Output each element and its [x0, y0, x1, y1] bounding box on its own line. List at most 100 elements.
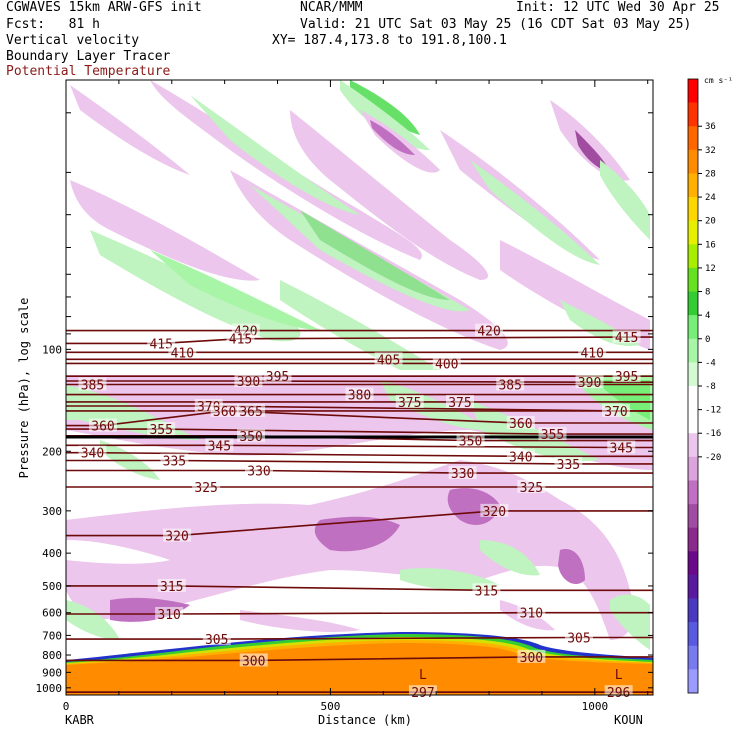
theta-label: 385: [81, 379, 104, 394]
theta-label: 325: [194, 481, 217, 496]
field-boundary-layer-tracer: Boundary Layer Tracer: [6, 49, 171, 64]
theta-label: 340: [81, 447, 104, 462]
y-tick-label: 200: [42, 445, 62, 458]
theta-label: 310: [520, 607, 543, 622]
theta-label-bg: [564, 630, 593, 644]
theta-label-bg: [538, 427, 567, 441]
colorbar-tick-label: -16: [705, 429, 721, 439]
theta-contour-315: [66, 585, 653, 592]
colorbar-swatch: [688, 362, 698, 387]
colorbar-swatch: [688, 79, 698, 103]
y-tick-label: 1000: [36, 682, 63, 695]
colorbar: 36 32 28 24 20 16 12 8 4 0 -4 -8 -12 -16 -20: [687, 78, 721, 694]
theta-label: 360: [213, 405, 236, 420]
theta-label-bg: [395, 394, 424, 408]
theta-label-bg: [245, 463, 274, 477]
colorbar-swatch: [688, 197, 698, 221]
theta-label: 410: [580, 346, 603, 361]
colorbar-swatch: [688, 267, 698, 292]
colorbar-swatch: [688, 409, 698, 434]
theta-label: 330: [247, 465, 270, 480]
colorbar-swatch: [688, 504, 698, 528]
theta-label-bg: [578, 345, 607, 359]
y-tick-label: 300: [42, 505, 62, 518]
low-marker: L: [419, 668, 427, 683]
theta-label: 300: [520, 651, 543, 666]
colorbar-swatch: [688, 551, 698, 576]
theta-contour-300: [66, 656, 653, 662]
theta-contour-320: [66, 510, 653, 537]
theta-label-bg: [226, 331, 255, 345]
theta-label: 405: [377, 353, 400, 368]
colorbar-swatch: [688, 527, 698, 552]
theta-label: 300: [242, 654, 265, 669]
theta-label: 395: [615, 370, 638, 385]
y-tick-label: 900: [42, 666, 62, 679]
theta-label-bg: [496, 377, 525, 391]
theta-label: 400: [435, 357, 458, 372]
theta-label: 370: [604, 405, 627, 420]
theta-label: 365: [239, 405, 262, 420]
theta-label-bg: [157, 578, 186, 592]
theta-label-bg: [517, 605, 546, 619]
theta-label: 335: [163, 455, 186, 470]
theta-label-bg: [237, 428, 266, 442]
theta-label-bg: [554, 456, 583, 470]
colorbar-swatch: [688, 173, 698, 198]
theta-label: 310: [157, 608, 180, 623]
theta-label-bg: [237, 403, 266, 417]
theta-label: 330: [451, 467, 474, 482]
colorbar-swatch: [688, 244, 698, 269]
colorbar-unit: cm s⁻¹: [704, 76, 733, 85]
colorbar-swatch: [688, 574, 698, 599]
theta-label: 345: [610, 442, 633, 457]
theta-label-bg: [448, 466, 477, 480]
colorbar-tick-label: 4: [705, 311, 710, 321]
theta-label: 360: [91, 420, 114, 435]
theta-label: 350: [239, 430, 262, 445]
theta-label: 415: [615, 331, 638, 346]
colorbar-swatch: [688, 598, 698, 623]
theta-label: 415: [149, 337, 172, 352]
colorbar-swatch: [688, 433, 698, 458]
xy-endpoints: XY= 187.4,173.8 to 191.8,100.1: [272, 33, 507, 48]
colorbar-tick-label: 0: [705, 335, 710, 345]
colorbar-tick-label: 24: [705, 193, 716, 203]
colorbar-tick-label: 12: [705, 264, 716, 274]
theta-label-bg: [147, 336, 176, 350]
theta-label-bg: [234, 373, 263, 387]
colorbar-swatch: [688, 220, 698, 245]
colorbar-tick-label: 28: [705, 169, 716, 179]
colorbar-swatch: [688, 645, 698, 670]
x-left-endpoint: KABR: [65, 713, 95, 727]
y-tick-label: 800: [42, 649, 62, 662]
colorbar-swatch: [688, 102, 698, 127]
theta-label: 305: [205, 633, 228, 648]
colorbar-swatch: [688, 126, 698, 151]
theta-label: 380: [348, 389, 371, 404]
y-tick-label: 600: [42, 607, 62, 620]
theta-label-bg: [612, 369, 641, 383]
x-tick-label: 500: [320, 700, 340, 713]
theta-label: 355: [541, 428, 564, 443]
theta-label-bg: [506, 449, 535, 463]
theta-label-bg: [475, 323, 504, 337]
x-axis-title: Distance (km): [318, 713, 412, 727]
theta-label-bg: [607, 440, 636, 454]
colorbar-swatch: [688, 149, 698, 174]
theta-label: 320: [165, 530, 188, 545]
theta-label-bg: [432, 356, 461, 370]
colorbar-tick-label: -12: [705, 406, 721, 416]
theta-contour-310: [66, 611, 653, 615]
colorbar-swatch: [688, 456, 698, 481]
theta-label-bg: [612, 330, 641, 344]
field-potential-temperature: Potential Temperature: [6, 64, 171, 79]
theta-label: 360: [509, 417, 532, 432]
y-tick-label: 400: [42, 547, 62, 560]
colorbar-tick-label: -20: [705, 453, 721, 463]
valid-time: Valid: 21 UTC Sat 03 May 25 (16 CDT Sat …: [300, 17, 692, 32]
y-axis: 100 200 300 400 500 600 700 800 900 1000: [36, 112, 653, 695]
theta-label: 320: [483, 505, 506, 520]
